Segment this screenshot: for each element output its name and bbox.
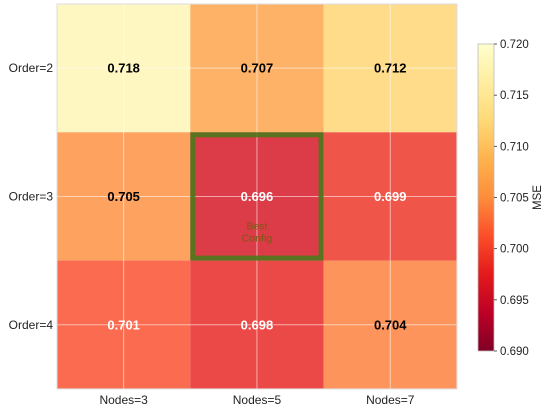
colorbar-label: MSE (532, 185, 544, 210)
x-tick-label: Nodes=3 (99, 393, 148, 407)
colorbar-tick-label: 0.700 (500, 244, 529, 256)
x-axis-ticks: Nodes=3 Nodes=5 Nodes=7 (99, 393, 414, 407)
colorbar-tick-label: 0.705 (500, 193, 529, 205)
annotation-line: Config (242, 232, 273, 244)
cell-value-label: 0.698 (241, 317, 274, 332)
cell-value-label: 0.696 (241, 189, 274, 204)
plot-frame (56, 3, 458, 390)
y-tick-label: Order=2 (9, 61, 54, 75)
colorbar-tick-label: 0.715 (500, 90, 529, 102)
cell-value-label: 0.718 (107, 61, 140, 76)
y-axis-ticks: Order=2 Order=3 Order=4 (9, 61, 54, 332)
cell-value-label: 0.704 (374, 317, 407, 332)
colorbar-tick-label: 0.695 (500, 295, 529, 307)
heatmap-grid (56, 3, 458, 390)
cell-value-label: 0.699 (374, 189, 407, 204)
colorbar-tick-label: 0.710 (500, 141, 529, 153)
colorbar: 0.690 0.695 0.700 0.705 0.710 0.715 0.720 MSE (477, 39, 544, 358)
colorbar-tick-label: 0.690 (500, 346, 529, 358)
annotation-line: Best (246, 220, 267, 232)
y-tick-label: Order=3 (9, 189, 54, 203)
best-config-highlight (190, 132, 324, 261)
cell-value-label: 0.712 (374, 61, 407, 76)
colorbar-tick-label: 0.720 (500, 39, 529, 51)
y-tick-label: Order=4 (9, 318, 54, 332)
colorbar-gradient (477, 43, 495, 352)
x-tick-label: Nodes=7 (366, 393, 415, 407)
x-tick-label: Nodes=5 (233, 393, 282, 407)
cell-value-label: 0.705 (107, 189, 140, 204)
cell-value-label: 0.701 (107, 317, 140, 332)
heatmap-value-labels: 0.718 0.707 0.712 0.705 0.696 0.699 0.701 0.698… (107, 61, 407, 333)
highlight-box (190, 132, 324, 261)
cell-value-label: 0.707 (241, 61, 274, 76)
